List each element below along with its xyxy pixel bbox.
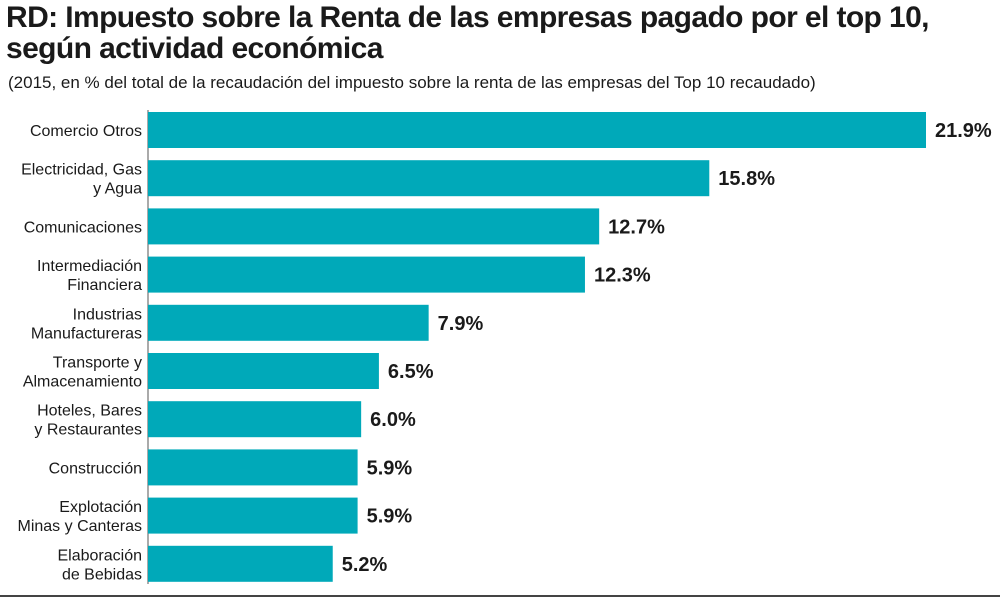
category-label-line: Hoteles, Bares — [37, 403, 142, 420]
category-label-line: Construcción — [49, 460, 142, 477]
value-label-6: 6.0% — [370, 409, 416, 431]
category-label-line: Minas y Canteras — [18, 518, 143, 535]
category-label-line: Transporte y — [53, 355, 142, 372]
category-label-line: y Agua — [93, 181, 142, 198]
bar-6 — [148, 401, 362, 438]
category-label-6: Hoteles, Bares y Restaurantes — [34, 403, 142, 439]
bar-5 — [148, 353, 379, 389]
value-label-7: 5.9% — [367, 457, 413, 479]
chart-subtitle: (2015, en % del total de la recaudación … — [8, 73, 816, 92]
value-label-2: 12.7% — [608, 216, 665, 238]
category-label-line: Intermediación — [37, 258, 142, 275]
category-label-1: Electricidad, Gas y Agua — [21, 162, 142, 198]
category-label-line: Industrias — [73, 306, 142, 323]
category-label-9: Elaboración de Bebidas — [58, 547, 143, 583]
category-label-line: Electricidad, Gas — [21, 162, 142, 179]
bar-9 — [148, 545, 333, 582]
category-label-2: Comunicaciones — [24, 219, 142, 236]
bottom-rule — [0, 595, 1000, 597]
value-label-3: 12.3% — [594, 265, 651, 287]
category-label-line: Elaboración — [58, 547, 143, 564]
category-label-line: Financiera — [67, 277, 142, 294]
category-label-4: Industrias Manufactureras — [31, 306, 142, 342]
value-label-5: 6.5% — [388, 361, 434, 383]
bar-1 — [148, 160, 710, 197]
chart-title: RD: Impuesto sobre la Renta de las empre… — [6, 1, 930, 65]
bar-3 — [148, 256, 585, 293]
bar-0 — [148, 112, 926, 148]
value-label-9: 5.2% — [342, 554, 388, 576]
category-label-5: Transporte y Almacenamiento — [23, 355, 142, 391]
category-label-3: Intermediación Financiera — [37, 258, 142, 294]
category-label-line: Comunicaciones — [24, 219, 142, 236]
value-label-0: 21.9% — [935, 120, 992, 142]
value-label-1: 15.8% — [718, 168, 775, 190]
category-label-line: Comercio Otros — [30, 123, 142, 140]
bar-8 — [148, 497, 358, 534]
bar-2 — [148, 208, 600, 245]
category-label-0: Comercio Otros — [30, 123, 142, 140]
category-label-7: Construcción — [49, 460, 142, 477]
bar-4 — [148, 304, 429, 341]
value-label-8: 5.9% — [367, 506, 413, 528]
category-label-line: Almacenamiento — [23, 374, 142, 391]
value-label-4: 7.9% — [438, 313, 484, 335]
category-label-line: y Restaurantes — [34, 422, 142, 439]
category-label-8: Explotación Minas y Canteras — [18, 499, 143, 535]
category-label-line: de Bebidas — [62, 566, 142, 583]
category-label-line: Manufactureras — [31, 325, 142, 342]
bar-7 — [148, 449, 358, 486]
category-label-line: Explotación — [59, 499, 142, 516]
